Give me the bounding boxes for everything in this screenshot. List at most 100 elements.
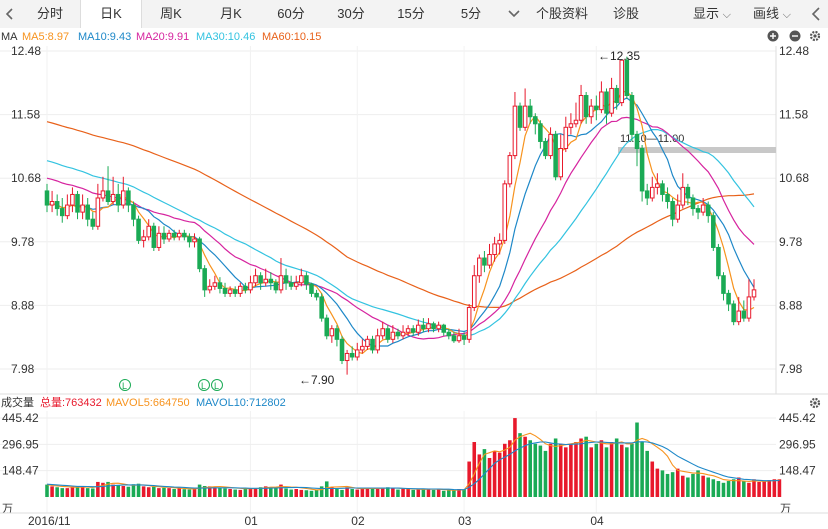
candle[interactable] xyxy=(166,229,172,242)
candle[interactable] xyxy=(746,279,752,322)
candle[interactable] xyxy=(441,323,447,336)
candle[interactable] xyxy=(436,321,441,333)
diagnose-link[interactable]: 诊股 xyxy=(612,6,639,21)
candle[interactable] xyxy=(665,187,670,209)
candle[interactable] xyxy=(70,187,75,213)
candle[interactable] xyxy=(421,318,426,333)
tab-30min[interactable]: 30分 xyxy=(337,6,365,21)
candle[interactable] xyxy=(314,289,319,301)
candle[interactable] xyxy=(426,318,431,333)
candle[interactable] xyxy=(400,325,406,340)
candle[interactable] xyxy=(136,215,141,244)
candle[interactable] xyxy=(54,194,60,216)
tab-monthly-k[interactable]: 月K xyxy=(220,6,242,21)
candle[interactable] xyxy=(583,91,589,124)
candle[interactable] xyxy=(716,243,721,280)
tab-daily-k[interactable]: 日K xyxy=(80,0,142,28)
candle[interactable] xyxy=(410,325,416,336)
candle[interactable] xyxy=(675,194,680,223)
candle[interactable] xyxy=(344,349,350,375)
candle[interactable] xyxy=(232,286,238,297)
candle[interactable] xyxy=(171,229,177,241)
candle[interactable] xyxy=(594,95,599,121)
display-menu[interactable]: 显示 ⌵ xyxy=(684,0,740,28)
candle[interactable] xyxy=(614,84,619,110)
candle[interactable] xyxy=(253,268,258,287)
candle[interactable] xyxy=(639,144,645,202)
candle[interactable] xyxy=(705,201,711,223)
candle[interactable] xyxy=(578,84,584,124)
candle[interactable] xyxy=(370,335,375,354)
candle[interactable] xyxy=(268,272,274,290)
candle[interactable] xyxy=(527,99,533,124)
candle[interactable] xyxy=(502,180,508,244)
candle[interactable] xyxy=(588,99,594,124)
candle[interactable] xyxy=(751,279,757,301)
candle[interactable] xyxy=(197,236,202,273)
candle[interactable] xyxy=(238,282,243,297)
candle[interactable] xyxy=(507,152,513,188)
candle[interactable] xyxy=(293,275,299,290)
candle[interactable] xyxy=(711,212,716,251)
candle[interactable] xyxy=(131,201,136,227)
candle[interactable] xyxy=(466,303,472,343)
candle[interactable] xyxy=(324,314,330,340)
candle[interactable] xyxy=(243,282,248,294)
stock-profile-link[interactable]: 个股资料 xyxy=(535,6,588,21)
candle[interactable] xyxy=(736,296,742,326)
candle[interactable] xyxy=(176,229,182,241)
chevron-down-icon[interactable] xyxy=(503,0,525,28)
candle[interactable] xyxy=(731,300,736,326)
tab-15min[interactable]: 15分 xyxy=(397,6,425,21)
candle[interactable] xyxy=(273,279,279,294)
candle[interactable] xyxy=(80,194,85,220)
candle[interactable] xyxy=(360,339,365,354)
candle[interactable] xyxy=(49,190,55,213)
candle[interactable] xyxy=(690,194,696,216)
candle[interactable] xyxy=(258,272,263,290)
candle[interactable] xyxy=(380,321,385,340)
candle[interactable] xyxy=(695,205,701,220)
candle[interactable] xyxy=(161,226,167,244)
candle[interactable] xyxy=(482,250,487,273)
candle[interactable] xyxy=(395,328,401,340)
candle[interactable] xyxy=(629,91,635,142)
chevron-left-icon[interactable] xyxy=(0,0,20,28)
candle[interactable] xyxy=(558,134,563,181)
candle[interactable] xyxy=(599,81,604,114)
gear-icon[interactable] xyxy=(809,397,821,409)
candle[interactable] xyxy=(278,258,284,294)
candle[interactable] xyxy=(456,328,462,343)
event-marker[interactable]: L xyxy=(211,379,223,392)
event-marker[interactable]: L xyxy=(198,379,210,392)
candle[interactable] xyxy=(156,226,162,251)
candle[interactable] xyxy=(126,187,131,213)
candle[interactable] xyxy=(309,282,314,297)
candle[interactable] xyxy=(477,254,482,283)
zoom-out-icon[interactable] xyxy=(789,30,801,42)
candle[interactable] xyxy=(263,268,268,287)
candle[interactable] xyxy=(726,289,731,312)
candle[interactable] xyxy=(700,197,706,216)
candle[interactable] xyxy=(217,277,223,294)
candle[interactable] xyxy=(405,325,411,336)
candle[interactable] xyxy=(90,212,96,230)
candle[interactable] xyxy=(446,328,452,340)
candle[interactable] xyxy=(685,183,691,206)
candle[interactable] xyxy=(121,176,126,209)
candle[interactable] xyxy=(512,91,518,160)
candle[interactable] xyxy=(416,319,421,336)
candle[interactable] xyxy=(634,130,640,167)
candle[interactable] xyxy=(110,176,116,206)
candle[interactable] xyxy=(44,183,50,213)
candle[interactable] xyxy=(349,346,355,361)
candle[interactable] xyxy=(212,275,218,290)
candle[interactable] xyxy=(105,166,111,206)
zoom-in-icon[interactable] xyxy=(767,30,779,42)
candle[interactable] xyxy=(299,268,304,287)
candle[interactable] xyxy=(248,275,253,294)
candle[interactable] xyxy=(553,130,558,181)
candle[interactable] xyxy=(192,233,197,248)
candle[interactable] xyxy=(431,321,436,333)
candle[interactable] xyxy=(283,268,289,290)
